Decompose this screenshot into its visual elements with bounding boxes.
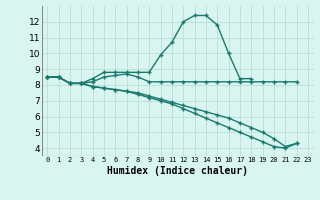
X-axis label: Humidex (Indice chaleur): Humidex (Indice chaleur) [107, 165, 248, 176]
